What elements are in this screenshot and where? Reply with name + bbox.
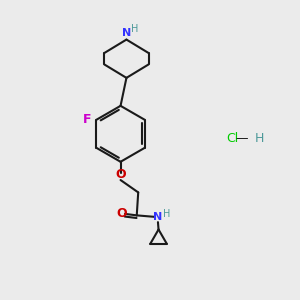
Text: O: O xyxy=(115,168,126,181)
Text: H: H xyxy=(131,24,138,34)
Text: Cl: Cl xyxy=(226,132,239,145)
Text: O: O xyxy=(116,207,127,220)
Text: N: N xyxy=(122,28,131,38)
Text: H: H xyxy=(163,209,170,219)
Text: F: F xyxy=(82,113,91,126)
Text: N: N xyxy=(153,212,163,222)
Text: —: — xyxy=(236,132,248,145)
Text: H: H xyxy=(254,132,264,145)
